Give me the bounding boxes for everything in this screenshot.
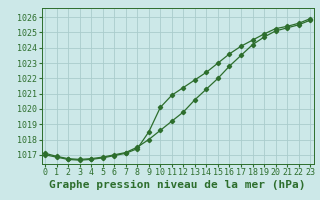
- X-axis label: Graphe pression niveau de la mer (hPa): Graphe pression niveau de la mer (hPa): [49, 180, 306, 190]
